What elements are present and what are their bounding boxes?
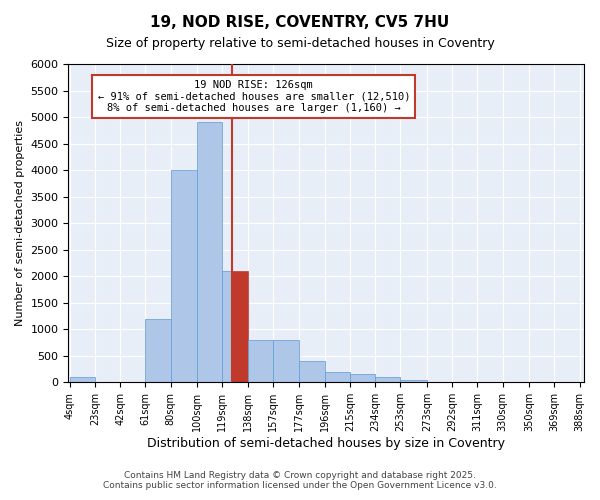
Text: Contains HM Land Registry data © Crown copyright and database right 2025.
Contai: Contains HM Land Registry data © Crown c… <box>103 470 497 490</box>
Bar <box>273 340 299 382</box>
Bar <box>375 377 400 382</box>
Bar <box>70 377 95 382</box>
Bar <box>223 271 232 382</box>
Bar <box>170 170 197 382</box>
Bar <box>299 361 325 382</box>
Bar <box>197 122 223 382</box>
Bar <box>350 374 375 382</box>
Text: 19 NOD RISE: 126sqm
← 91% of semi-detached houses are smaller (12,510)
8% of sem: 19 NOD RISE: 126sqm ← 91% of semi-detach… <box>98 80 410 113</box>
X-axis label: Distribution of semi-detached houses by size in Coventry: Distribution of semi-detached houses by … <box>147 437 505 450</box>
Bar <box>232 271 248 382</box>
Y-axis label: Number of semi-detached properties: Number of semi-detached properties <box>15 120 25 326</box>
Bar <box>145 318 170 382</box>
Bar <box>325 372 350 382</box>
Text: 19, NOD RISE, COVENTRY, CV5 7HU: 19, NOD RISE, COVENTRY, CV5 7HU <box>151 15 449 30</box>
Bar <box>248 340 273 382</box>
Text: Size of property relative to semi-detached houses in Coventry: Size of property relative to semi-detach… <box>106 38 494 51</box>
Bar <box>400 380 427 382</box>
